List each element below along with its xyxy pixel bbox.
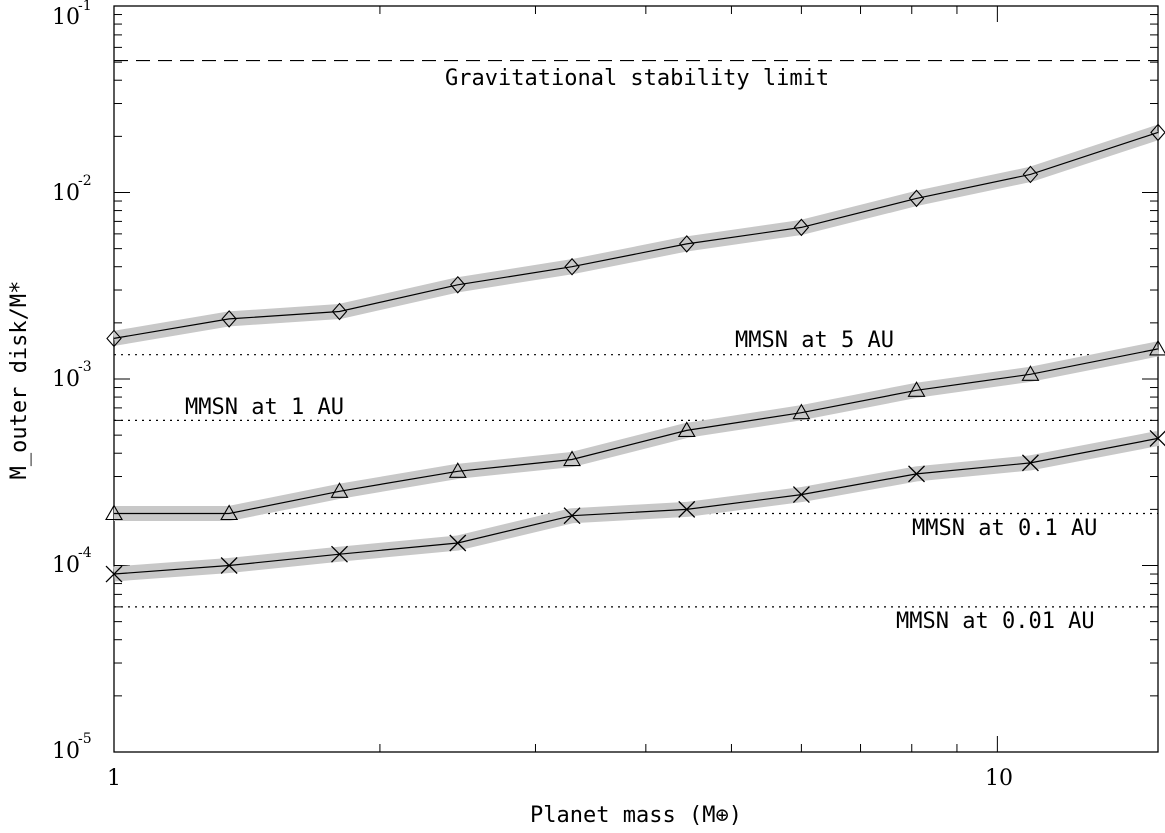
marker-x	[563, 507, 581, 525]
marker-x	[331, 545, 348, 563]
marker-x	[1149, 429, 1165, 447]
ref-label-1au: MMSN at 1 AU	[185, 395, 344, 420]
series-line-triangle	[114, 348, 1159, 515]
series-markers	[105, 123, 1165, 583]
xtick-label-1: 1	[107, 766, 121, 791]
marker-triangle	[563, 450, 581, 467]
ref-label-0.1au: MMSN at 0.1 AU	[912, 516, 1097, 541]
ytick-label-1e-3: 10 -3	[52, 359, 92, 392]
marker-diamond	[1022, 165, 1039, 184]
svg-text:10: 10	[52, 739, 80, 764]
uncertainty-bands	[112, 125, 1161, 582]
marker-triangle	[1021, 365, 1040, 381]
svg-text:10: 10	[52, 367, 80, 392]
marker-diamond	[221, 310, 237, 328]
svg-text:10: 10	[52, 181, 80, 206]
marker-triangle	[448, 462, 467, 478]
band-diamond	[112, 125, 1161, 346]
marker-x	[1021, 454, 1039, 472]
band-triangle	[114, 341, 1160, 521]
marker-x	[792, 486, 810, 504]
marker-triangle	[907, 381, 926, 397]
series-line-x	[113, 437, 1159, 575]
marker-diamond	[450, 275, 466, 294]
marker-triangle	[220, 504, 239, 521]
svg-text:-1: -1	[78, 0, 92, 14]
x-axis-label: Planet mass (M⊕)	[530, 803, 742, 828]
series-lines	[113, 131, 1159, 575]
svg-text:-5: -5	[78, 731, 92, 747]
marker-diamond	[679, 235, 695, 253]
marker-x	[220, 557, 238, 574]
marker-diamond	[564, 257, 580, 276]
marker-x	[908, 465, 925, 483]
svg-text:10: 10	[52, 5, 80, 30]
marker-triangle	[1149, 339, 1165, 356]
ref-label-0.01au: MMSN at 0.01 AU	[896, 609, 1095, 634]
marker-diamond	[908, 189, 925, 208]
y-axis-label: M_outer disk/M*	[7, 281, 32, 480]
ref-label-stability: Gravitational stability limit	[445, 66, 829, 91]
marker-x	[105, 565, 123, 583]
xtick-label-10: 10	[985, 766, 1013, 791]
ytick-label-1e-4: 10 -4	[52, 545, 92, 578]
svg-text:10: 10	[52, 553, 80, 578]
marker-triangle	[792, 403, 811, 420]
ytick-label-1e-2: 10 -2	[52, 173, 92, 206]
marker-triangle	[330, 482, 349, 498]
marker-triangle	[105, 504, 123, 521]
ytick-label-1e-5: 10 -5	[52, 731, 92, 764]
marker-x	[678, 500, 696, 518]
reference-lines	[114, 59, 1158, 608]
axis-ticks	[113, 5, 1158, 753]
marker-diamond	[1150, 123, 1165, 142]
svg-text:-2: -2	[78, 173, 92, 189]
marker-triangle	[677, 421, 696, 437]
marker-x	[449, 534, 467, 552]
svg-text:-3: -3	[78, 359, 92, 375]
ref-label-5au: MMSN at 5 AU	[735, 328, 894, 353]
marker-diamond	[793, 218, 810, 237]
ytick-label-1e-1: 10 -1	[52, 0, 92, 30]
marker-diamond	[106, 329, 122, 348]
svg-text:-4: -4	[78, 545, 92, 561]
series-line-diamond	[113, 131, 1159, 339]
marker-diamond	[331, 302, 348, 321]
